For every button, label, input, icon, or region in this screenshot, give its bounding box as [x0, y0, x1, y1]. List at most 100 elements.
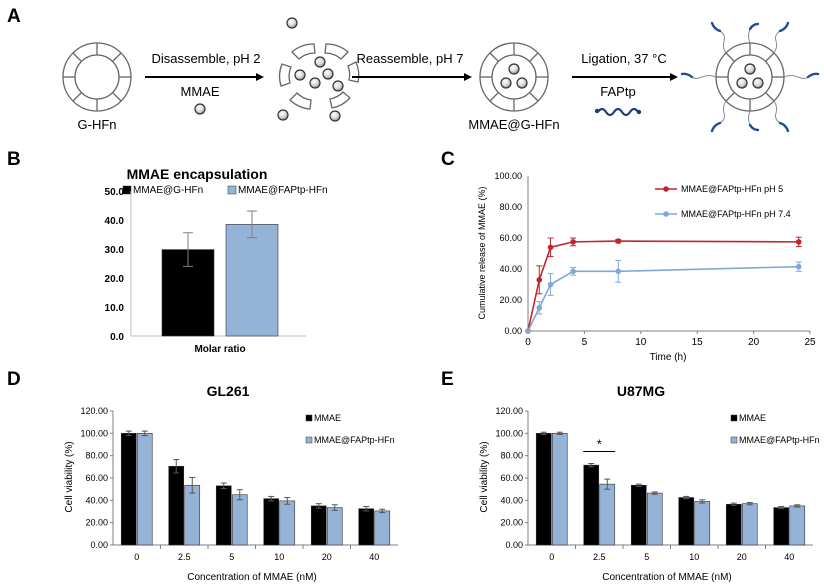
- chart-c-point: [525, 328, 531, 334]
- chart-d-xtick-label: 2.5: [178, 552, 191, 562]
- chart-c-ytick-label: 60.00: [499, 233, 522, 243]
- step1-label: Disassemble, pH 2: [151, 51, 260, 66]
- chart-d-ytick-label: 0.00: [90, 540, 108, 550]
- chart-b-legend-swatch: [227, 185, 237, 195]
- chart-c-ylabel: Cumulative release of MMAE (%): [477, 186, 487, 319]
- chart-c-xlabel: Time (h): [650, 352, 687, 363]
- chart-c-ytick-label: 40.00: [499, 264, 522, 274]
- chart-c-point: [795, 239, 802, 245]
- chart-d-bar: [168, 465, 185, 546]
- chart-c-point: [615, 238, 622, 244]
- chart-e-ytick-label: 20.00: [500, 518, 523, 528]
- chart-d-ytick-label: 120.00: [80, 406, 108, 416]
- chart-d-title: GL261: [207, 383, 250, 399]
- chart-e-xtick-label: 40: [784, 552, 794, 562]
- chart-e-axis: 0.00 20.00 40.00 60.00 80.00 100.00 120.00 0 2.5…: [495, 406, 813, 562]
- chart-e-bar: [694, 501, 711, 546]
- chart-e-bar: [583, 464, 600, 546]
- chart-e-xtick-label: 20: [737, 552, 747, 562]
- chart-e-ytick-label: 60.00: [500, 473, 523, 483]
- panel-c: C 0.00 20.00 40.00 60.00 80.00 100.00 0 5 10 15 20…: [441, 149, 816, 363]
- chart-d-xtick-label: 0: [134, 552, 139, 562]
- chart-c-xtick-label: 0: [525, 337, 531, 348]
- chart-d-legend-swatch: [305, 436, 313, 444]
- faptp-label: FAPtp: [600, 84, 635, 99]
- chart-c-point: [615, 268, 622, 275]
- mmae-label: MMAE: [181, 84, 220, 99]
- mmae-ghfn-label: MMAE@G-HFn: [468, 117, 559, 132]
- chart-b-bars: [161, 210, 279, 337]
- chart-d-bar: [279, 500, 296, 546]
- chart-e-legend-swatch: [730, 436, 738, 444]
- chart-e-xtick-label: 0: [549, 552, 554, 562]
- chart-c-xtick-label: 5: [582, 337, 588, 348]
- chart-d-xlabel: Concentration of MMAE (nM): [187, 572, 317, 583]
- chart-e-legend: MMAE MMAE@FAPtp-HFn: [730, 413, 820, 445]
- chart-c-xtick-label: 25: [804, 337, 816, 348]
- chart-d-bar: [120, 433, 137, 546]
- chart-e-bar: [630, 484, 647, 546]
- ghfn-label: G-HFn: [78, 117, 117, 132]
- chart-c-legend-marker: [663, 211, 669, 217]
- chart-c-legend: MMAE@FAPtp-HFn pH 5 MMAE@FAPtp-HFn pH 7.4: [655, 184, 791, 219]
- chart-d-legend-label: MMAE@FAPtp-HFn: [314, 435, 395, 445]
- chart-e-title: U87MG: [617, 383, 665, 399]
- chart-b-legend-label: MMAE@G-HFn: [133, 185, 203, 196]
- chart-d-axis: 0.00 20.00 40.00 60.00 80.00 100.00 120.00 0 2.5…: [80, 406, 398, 562]
- chart-e-bar: [789, 505, 806, 546]
- chart-c-point: [547, 281, 554, 288]
- chart-d-bar: [374, 510, 391, 546]
- chart-b-bar: [225, 224, 279, 337]
- chart-e-bar: [678, 497, 695, 546]
- panel-letter-e: E: [441, 369, 454, 390]
- panel-a: A G-HFn Disassemble, pH 2 MMAE: [7, 6, 820, 133]
- chart-d-bar: [310, 505, 327, 546]
- chart-d-bar: [358, 508, 375, 546]
- chart-c-point: [536, 277, 543, 283]
- chart-c-series: [525, 236, 802, 334]
- chart-d-ytick-label: 80.00: [85, 451, 108, 461]
- chart-d-bar: [184, 484, 201, 546]
- chart-c-ytick-label: 100.00: [494, 171, 522, 181]
- panel-letter-b: B: [7, 149, 21, 170]
- chart-c-xtick-label: 10: [635, 337, 647, 348]
- chart-e-ytick-label: 120.00: [495, 406, 523, 416]
- chart-e-bar: [646, 492, 663, 546]
- chart-d-xtick-label: 20: [322, 552, 332, 562]
- chart-e-significance-marker: *: [597, 436, 602, 451]
- chart-e-ytick-label: 80.00: [500, 451, 523, 461]
- chart-e-legend-label: MMAE: [739, 413, 766, 423]
- chart-d-xtick-label: 40: [369, 552, 379, 562]
- panel-letter-d: D: [7, 369, 21, 390]
- chart-e-xtick-label: 10: [689, 552, 699, 562]
- faptp-peptide-icon: [597, 107, 639, 117]
- chart-e-legend-label: MMAE@FAPtp-HFn: [739, 435, 820, 445]
- panel-letter-a: A: [7, 6, 21, 27]
- chart-b-legend: MMAE@G-HFn MMAE@FAPtp-HFn: [122, 185, 328, 196]
- chart-d-xtick-label: 10: [274, 552, 284, 562]
- chart-b-ytick-label: 20.0: [105, 274, 125, 285]
- panel-b: B MMAE encapsulation MMAE@G-HFn MMAE@FAPt…: [7, 149, 328, 355]
- chart-c-legend-label: MMAE@FAPtp-HFn pH 5: [681, 184, 783, 194]
- chart-c-ytick-label: 20.00: [499, 295, 522, 305]
- chart-e-ylabel: Cell viability (%): [479, 441, 490, 512]
- chart-c-ytick-label: 80.00: [499, 202, 522, 212]
- chart-d-bar: [215, 485, 232, 546]
- chart-d-ytick-label: 20.00: [85, 518, 108, 528]
- chart-c-axis: 0.00 20.00 40.00 60.00 80.00 100.00 0 5 10 15 20 25: [494, 171, 816, 348]
- chart-c-point: [536, 304, 543, 311]
- chart-e-bar: [599, 483, 616, 546]
- chart-e-bar: [725, 503, 742, 546]
- chart-d-xtick-label: 5: [229, 552, 234, 562]
- chart-d-legend: MMAE MMAE@FAPtp-HFn: [305, 413, 395, 445]
- ghfn-cage-icon: [62, 42, 132, 112]
- panel-d: D GL261 0.00 20.00 40.00 60.00 80.00 100.00 12…: [7, 369, 398, 583]
- disassembled-fragments-icon: [278, 43, 360, 110]
- chart-e-ytick-label: 0.00: [505, 540, 523, 550]
- chart-e-xtick-label: 2.5: [593, 552, 606, 562]
- chart-e-bar: [551, 433, 568, 546]
- chart-c-xtick-label: 15: [692, 337, 704, 348]
- chart-c-point: [795, 263, 802, 270]
- chart-e-bar: [773, 507, 790, 546]
